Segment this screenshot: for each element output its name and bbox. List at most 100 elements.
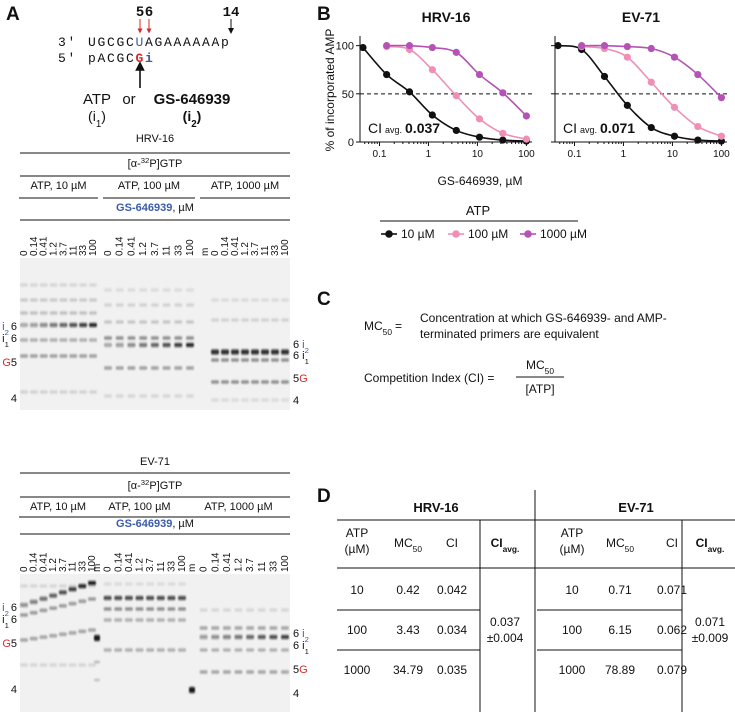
template-strand-part: AGAAAAAAp — [145, 35, 231, 50]
band-label-part: 4 — [11, 684, 17, 696]
data-point — [717, 94, 726, 102]
lane-label: 0.14 — [115, 236, 126, 256]
gel-band — [167, 648, 176, 652]
gel-band — [59, 283, 68, 287]
ci-annotation: CI avg. 0.037 — [368, 120, 440, 136]
gel-band — [211, 626, 220, 630]
gel-band — [150, 320, 159, 324]
lane-label: 11 — [68, 245, 79, 256]
gel-band — [89, 283, 97, 287]
gel-band — [271, 349, 279, 355]
chart-title: HRV-16 — [422, 9, 471, 25]
lane-label: m — [187, 564, 198, 572]
gel-band — [281, 635, 289, 639]
band-label-part: 4 — [293, 688, 299, 700]
data-point — [600, 72, 609, 81]
gel-band — [257, 608, 266, 612]
gel-condition: ATP, 100 µM — [118, 180, 180, 192]
gel-band — [139, 394, 148, 398]
gel-band — [49, 584, 58, 588]
gel-band — [69, 283, 78, 287]
gel-band — [39, 338, 48, 342]
band-label: 4 — [293, 688, 299, 700]
lane-label: 1.2 — [49, 242, 60, 256]
data-point — [499, 129, 507, 137]
gel-band — [146, 607, 155, 611]
gel-band — [20, 323, 28, 327]
gel-radiolabel-part: [α- — [128, 158, 141, 170]
gel-band — [156, 607, 165, 611]
lane-label: 1.2 — [240, 242, 251, 256]
table-cell: 100 — [347, 623, 367, 637]
lane-label: 0 — [103, 566, 114, 572]
gel-band — [261, 380, 269, 384]
table-header: MC50 — [394, 536, 422, 554]
gel-band — [271, 358, 279, 362]
formula-lhs: Competition Index (CI) = — [364, 371, 494, 385]
lane-label: 33 — [270, 244, 281, 256]
gel-band — [49, 283, 58, 287]
band-label-part: 1 — [305, 357, 309, 366]
lane-label: 3.7 — [145, 558, 156, 572]
gel-band — [211, 670, 220, 674]
template-strand-part: UGCGC — [88, 35, 136, 50]
gel-band — [281, 380, 289, 384]
formula-numerator-part: MC — [526, 358, 545, 372]
gel-band — [146, 618, 155, 622]
gel-band — [49, 593, 58, 598]
gel-band — [103, 582, 112, 586]
gel-band — [162, 343, 171, 347]
gel-band — [257, 648, 266, 652]
gel-band — [20, 663, 28, 667]
x-tick-label: 100 — [518, 149, 535, 160]
gel-band — [211, 298, 219, 302]
gel-band — [281, 398, 289, 402]
gel-band — [115, 336, 124, 340]
data-point — [452, 92, 460, 100]
position-label: 5 — [136, 3, 144, 19]
gel-band — [20, 390, 28, 394]
lane-label: 100 — [280, 239, 291, 256]
gel-band — [211, 318, 219, 322]
gel-band — [234, 635, 243, 639]
gel-band — [222, 635, 231, 639]
gel-band — [89, 323, 97, 327]
data-point — [554, 42, 562, 50]
gel-band — [29, 663, 38, 667]
gel-band — [246, 626, 255, 630]
legend-swatch — [452, 230, 460, 238]
gel-band — [156, 648, 165, 652]
legend-label: 1000 µM — [540, 227, 587, 241]
data-point — [475, 133, 484, 141]
substrate: GS-646939 — [154, 91, 231, 108]
gel-band — [199, 608, 208, 612]
data-point — [647, 78, 655, 86]
gel-band — [162, 320, 171, 324]
gel-band — [139, 336, 148, 340]
band-label-part: i — [302, 339, 304, 351]
band-label-part: i — [2, 614, 4, 626]
gel-band — [69, 311, 78, 315]
gel-band — [222, 608, 231, 612]
gel-band — [257, 670, 266, 674]
band-label: G5 — [2, 357, 17, 369]
gel-band — [115, 343, 124, 347]
gel-band — [39, 596, 48, 601]
gel-band — [39, 298, 48, 302]
gel-band — [29, 611, 38, 615]
band-label-part: 5 — [11, 638, 17, 650]
gel-band — [156, 618, 165, 622]
data-point — [578, 42, 586, 50]
band-label-part: 1 — [5, 621, 9, 630]
gel-band — [114, 648, 123, 652]
gel-band — [135, 618, 144, 622]
gel-band — [281, 349, 289, 355]
band-label: 6 i1 — [293, 640, 309, 656]
substrate-or: or — [122, 91, 135, 108]
gel-band — [281, 670, 289, 674]
gel-band — [59, 390, 68, 394]
legend-label: 100 µM — [468, 227, 508, 241]
y-tick-label: 0 — [348, 137, 354, 149]
lane-label: 0 — [103, 250, 114, 256]
gel-band — [104, 394, 112, 398]
